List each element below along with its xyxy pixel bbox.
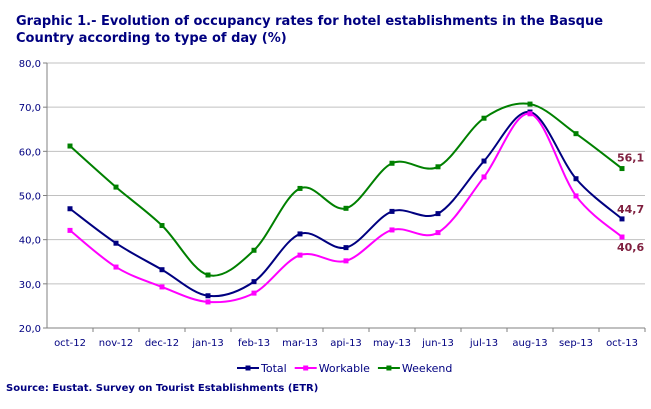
total-data-point bbox=[67, 206, 73, 212]
total-series-line bbox=[69, 111, 623, 298]
total-end-label: 44,7 bbox=[617, 203, 644, 216]
total-data-point bbox=[619, 216, 625, 222]
total-data-point bbox=[343, 245, 349, 251]
workable-data-point bbox=[389, 227, 395, 233]
total-data-point bbox=[573, 176, 579, 182]
workable-data-point bbox=[573, 193, 579, 199]
weekend-data-point bbox=[435, 164, 441, 170]
weekend-data-point bbox=[619, 166, 625, 172]
weekend-data-point bbox=[481, 115, 487, 121]
x-tick-label: dec-12 bbox=[145, 338, 179, 349]
x-tick-label: oct-13 bbox=[606, 338, 638, 349]
x-tick-label: feb-13 bbox=[238, 338, 270, 349]
workable-data-point bbox=[297, 252, 303, 258]
y-tick-label: 30,0 bbox=[19, 280, 41, 291]
workable-data-point bbox=[251, 290, 257, 296]
x-tick-label: aug-13 bbox=[512, 338, 547, 349]
chart-title: Graphic 1.- Evolution of occupancy rates… bbox=[16, 14, 604, 46]
workable-data-point bbox=[527, 111, 533, 117]
weekend-data-point bbox=[343, 205, 349, 211]
y-tick-label: 70,0 bbox=[19, 103, 41, 114]
workable-data-point bbox=[435, 230, 441, 236]
x-tick-label: jul-13 bbox=[469, 338, 498, 349]
x-tick-label: mar-13 bbox=[282, 338, 318, 349]
x-tick-label: api-13 bbox=[330, 338, 362, 349]
x-tick-label: nov-12 bbox=[99, 338, 133, 349]
workable-data-point bbox=[67, 227, 73, 233]
legend-total-label: Total bbox=[260, 362, 287, 375]
workable-data-point bbox=[159, 284, 165, 290]
total-data-point bbox=[435, 211, 441, 217]
workable-data-point bbox=[113, 264, 119, 270]
weekend-data-point bbox=[389, 160, 395, 166]
total-data-point bbox=[159, 267, 165, 273]
y-tick-label: 40,0 bbox=[19, 236, 41, 247]
total-data-point bbox=[297, 231, 303, 237]
total-data-point bbox=[389, 208, 395, 214]
x-tick-label: sep-13 bbox=[559, 338, 593, 349]
x-tick-label: jun-13 bbox=[421, 338, 454, 349]
workable-end-label: 40,6 bbox=[617, 241, 644, 254]
weekend-data-point bbox=[67, 143, 73, 149]
weekend-data-point bbox=[573, 131, 579, 137]
total-data-point bbox=[205, 293, 211, 299]
weekend-data-point bbox=[527, 101, 533, 107]
legend-weekend-label: Weekend bbox=[402, 362, 452, 375]
workable-data-point bbox=[205, 299, 211, 305]
legend-total-marker bbox=[245, 365, 251, 371]
workable-data-point bbox=[481, 174, 487, 180]
weekend-data-point bbox=[159, 223, 165, 229]
legend-workable-label: Workable bbox=[319, 362, 370, 375]
total-data-point bbox=[251, 279, 257, 285]
y-tick-label: 60,0 bbox=[19, 147, 41, 158]
legend-weekend-marker bbox=[386, 365, 392, 371]
source-note: Source: Eustat. Survey on Tourist Establ… bbox=[6, 383, 319, 394]
x-tick-label: oct-12 bbox=[54, 338, 86, 349]
workable-data-point bbox=[619, 234, 625, 240]
total-data-point bbox=[481, 158, 487, 164]
weekend-end-label: 56,1 bbox=[617, 152, 644, 165]
workable-data-point bbox=[343, 258, 349, 264]
x-tick-label: may-13 bbox=[373, 338, 411, 349]
y-tick-label: 50,0 bbox=[19, 192, 41, 203]
legend-workable-marker bbox=[303, 365, 309, 371]
y-tick-label: 80,0 bbox=[19, 59, 41, 70]
x-tick-label: jan-13 bbox=[191, 338, 224, 349]
weekend-data-point bbox=[113, 184, 119, 190]
total-data-point bbox=[113, 240, 119, 246]
weekend-data-point bbox=[297, 185, 303, 191]
weekend-data-point bbox=[251, 247, 257, 253]
weekend-data-point bbox=[205, 272, 211, 278]
y-tick-label: 20,0 bbox=[19, 324, 41, 335]
